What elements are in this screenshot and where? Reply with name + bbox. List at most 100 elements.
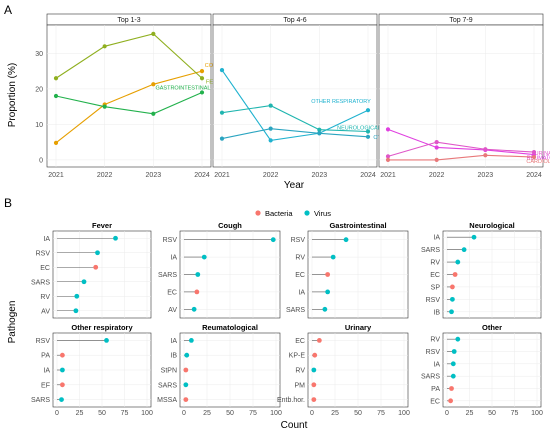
series-line [55,70,203,144]
facet-title: Other [482,323,502,332]
x-tick-label: 2024 [360,172,376,179]
panel-label-a: A [4,3,12,17]
facet-title: Other respiratory [71,323,133,332]
x-tick-label: 100 [141,410,153,417]
lollipop-point [60,352,65,358]
pathogen-label: RSV [426,297,441,304]
lollipop-point [471,234,477,240]
facet-panel [378,24,544,168]
facet-2: Cough RSV IA SARS EC AV [158,221,281,319]
x-tick-label: 2023 [146,172,162,179]
lollipop-point [60,382,65,388]
x-tick-label: 75 [511,410,519,417]
lollipop-point [449,309,454,315]
pathogen-label: MSSA [157,397,177,404]
pathogen-label: EC [167,289,177,296]
data-point [102,104,107,109]
series-line [387,141,535,157]
facet-panel [46,24,212,168]
data-point [365,134,371,139]
facet-6: Reumatological 0 25 50 75 100 IA IB StPN SARS MSSA [157,323,282,417]
lollipop-point [191,306,197,312]
data-point [268,126,273,131]
data-point [365,129,371,134]
data-point [219,136,225,141]
x-tick-label: 50 [488,410,496,417]
series-label: REUMATOLOGICAL [527,156,550,162]
pathogen-label: SP [431,284,441,291]
data-point [385,154,391,159]
pathogen-label: EC [295,272,305,279]
pathogen-label: RSV [163,237,178,244]
lollipop-point [325,272,331,277]
facet-title: Top 1-3 [117,17,140,24]
x-tick-label: 50 [98,410,106,417]
y-tick-label: 10 [35,122,43,129]
pathogen-label: IA [170,338,177,345]
facet-title: Top 4-6 [283,17,306,24]
x-tick-label: 2022 [97,172,113,179]
facet-1: Fever IA RSV EC SARS RV AV [31,221,152,319]
data-point [53,93,59,99]
data-point [531,149,537,155]
pathogen-label: RSV [36,250,51,257]
data-point [151,111,156,116]
facet-title: Top 7-9 [449,17,472,24]
y-tick-label: 0 [39,157,43,164]
y-tick-label: 30 [35,51,43,58]
pathogen-label: SARS [31,279,50,286]
lollipop-point [322,306,328,312]
data-point [53,76,59,81]
x-tick-label: 2022 [263,172,279,179]
x-tick-label: 25 [76,410,84,417]
x-axis-title: Count [281,420,308,431]
lollipop-point [330,254,336,260]
series-line [221,128,369,140]
lollipop-point [73,308,79,314]
lollipop-point [104,338,109,343]
pathogen-label: EC [295,338,305,345]
data-point [219,67,225,73]
x-tick-label: 75 [121,410,129,417]
data-point [385,127,391,132]
lollipop-point [450,296,455,302]
x-tick-label: 75 [377,410,385,417]
facet-1: Top 1-32021202220232024COUGHFEVERGASTROI… [46,13,225,179]
series-label: OTHER RESPIRATORY [311,99,371,105]
lollipop-point [450,361,456,367]
lollipop-point [448,398,453,404]
facet-title: Neurological [469,221,514,230]
facet-title: Gastrointestinal [329,221,386,230]
facet-title: Cough [218,221,242,230]
series-line [221,69,369,141]
data-point [199,76,205,81]
pathogen-label: RV [40,294,50,301]
data-point [199,90,205,95]
facet-title: Fever [92,221,112,230]
pathogen-label: EC [430,272,440,279]
lollipop-point [195,272,201,277]
data-point [434,140,439,145]
pathogen-label: IA [43,368,50,375]
lollipop-point [455,336,461,342]
panel-label-b: B [4,196,12,210]
lollipop-point [311,397,317,402]
x-tick-label: 2024 [526,172,542,179]
pathogen-label: IA [433,361,440,368]
data-point [317,127,322,132]
series-line [387,128,535,156]
pathogen-label: RSV [291,237,306,244]
facet-3: Top 7-9 2021 2022 2023 2024 REUMATOLOGICALURI… [378,13,550,179]
pathogen-label: SARS [421,374,440,381]
facet-7: Urinary 0 25 50 75 100 EC KP-E RV PM Entb.hor. [277,323,410,417]
y-axis-title: Proportion (%) [7,63,18,127]
pathogen-label: IA [298,289,305,296]
facet-title: Reumatological [202,323,258,332]
pathogen-label: EC [430,398,440,405]
facet-title: Urinary [345,323,372,332]
series-line [55,33,203,79]
x-tick-label: 0 [310,410,314,417]
pathogen-label: RV [430,260,440,267]
series-label: GASTROINTESTINAL [155,85,210,91]
facet-panel [212,24,378,168]
